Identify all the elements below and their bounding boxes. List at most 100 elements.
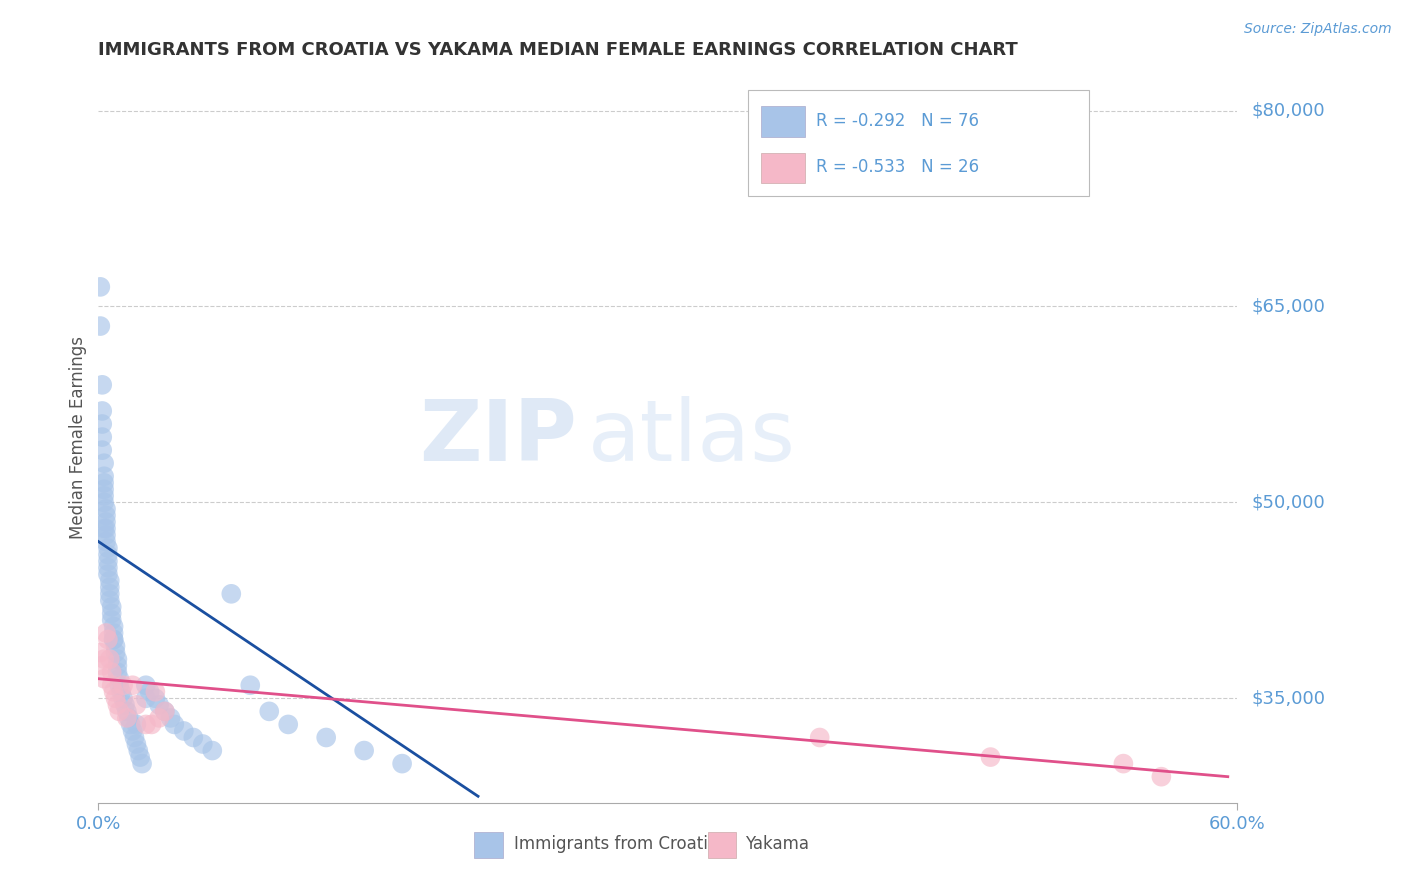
- Point: [259, 705, 281, 719]
- Point: [153, 705, 176, 719]
- Point: [115, 711, 138, 725]
- Point: [121, 723, 143, 738]
- Point: [277, 717, 299, 731]
- Text: $65,000: $65,000: [1251, 297, 1324, 316]
- Point: [98, 652, 121, 666]
- Point: [103, 626, 125, 640]
- Point: [163, 717, 186, 731]
- Point: [120, 717, 142, 731]
- Point: [979, 750, 1001, 764]
- Y-axis label: Median Female Earnings: Median Female Earnings: [69, 335, 87, 539]
- Point: [94, 626, 117, 640]
- Point: [98, 593, 121, 607]
- Point: [108, 672, 131, 686]
- Point: [124, 731, 146, 745]
- Point: [97, 541, 120, 555]
- Point: [353, 743, 375, 757]
- Point: [100, 665, 122, 680]
- Point: [148, 711, 170, 725]
- Point: [100, 678, 122, 692]
- Point: [125, 717, 148, 731]
- Point: [1112, 756, 1135, 771]
- Point: [107, 658, 129, 673]
- Point: [100, 613, 122, 627]
- Text: R = -0.292   N = 76: R = -0.292 N = 76: [815, 112, 979, 130]
- Point: [91, 417, 114, 431]
- Text: Immigrants from Croatia: Immigrants from Croatia: [515, 836, 718, 854]
- Point: [93, 475, 115, 490]
- Point: [104, 639, 127, 653]
- Point: [91, 404, 114, 418]
- Point: [391, 756, 413, 771]
- Point: [115, 705, 138, 719]
- Text: $50,000: $50,000: [1251, 493, 1324, 511]
- Point: [118, 711, 141, 725]
- Point: [103, 619, 125, 633]
- Point: [93, 672, 115, 686]
- Point: [103, 685, 125, 699]
- Point: [107, 698, 129, 712]
- Point: [108, 678, 131, 692]
- Point: [112, 691, 135, 706]
- Point: [97, 548, 120, 562]
- Point: [125, 698, 148, 712]
- Point: [112, 678, 135, 692]
- Point: [93, 489, 115, 503]
- Point: [125, 737, 148, 751]
- Point: [201, 743, 224, 757]
- Text: $35,000: $35,000: [1251, 690, 1326, 707]
- Point: [98, 587, 121, 601]
- Point: [100, 607, 122, 621]
- FancyBboxPatch shape: [761, 106, 804, 137]
- Point: [135, 678, 157, 692]
- Point: [97, 560, 120, 574]
- Text: Source: ZipAtlas.com: Source: ZipAtlas.com: [1244, 22, 1392, 37]
- Point: [135, 691, 157, 706]
- Point: [94, 515, 117, 529]
- Point: [108, 705, 131, 719]
- Point: [138, 685, 160, 699]
- Point: [808, 731, 831, 745]
- FancyBboxPatch shape: [707, 832, 737, 858]
- Point: [91, 443, 114, 458]
- Point: [93, 469, 115, 483]
- Point: [173, 723, 195, 738]
- Text: ZIP: ZIP: [419, 395, 576, 479]
- Point: [94, 502, 117, 516]
- FancyBboxPatch shape: [761, 153, 804, 183]
- Point: [93, 495, 115, 509]
- Point: [239, 678, 262, 692]
- Text: $80,000: $80,000: [1251, 102, 1324, 120]
- Point: [89, 319, 111, 334]
- Point: [97, 567, 120, 582]
- Point: [1150, 770, 1173, 784]
- Point: [91, 430, 114, 444]
- Point: [107, 652, 129, 666]
- Point: [91, 377, 114, 392]
- FancyBboxPatch shape: [748, 90, 1090, 195]
- Point: [131, 756, 153, 771]
- Point: [141, 717, 163, 731]
- Point: [97, 632, 120, 647]
- Point: [110, 685, 132, 699]
- Text: IMMIGRANTS FROM CROATIA VS YAKAMA MEDIAN FEMALE EARNINGS CORRELATION CHART: IMMIGRANTS FROM CROATIA VS YAKAMA MEDIAN…: [98, 41, 1018, 59]
- Point: [89, 280, 111, 294]
- Point: [103, 632, 125, 647]
- Point: [93, 652, 115, 666]
- Point: [103, 632, 125, 647]
- Point: [107, 665, 129, 680]
- Point: [183, 731, 205, 745]
- Point: [315, 731, 337, 745]
- Point: [221, 587, 243, 601]
- Point: [98, 580, 121, 594]
- Point: [93, 483, 115, 497]
- Text: R = -0.533   N = 26: R = -0.533 N = 26: [815, 158, 979, 177]
- Text: atlas: atlas: [588, 395, 796, 479]
- Point: [98, 574, 121, 588]
- Point: [153, 705, 176, 719]
- Point: [94, 508, 117, 523]
- Point: [93, 521, 115, 535]
- Point: [94, 528, 117, 542]
- FancyBboxPatch shape: [474, 832, 503, 858]
- Point: [127, 743, 149, 757]
